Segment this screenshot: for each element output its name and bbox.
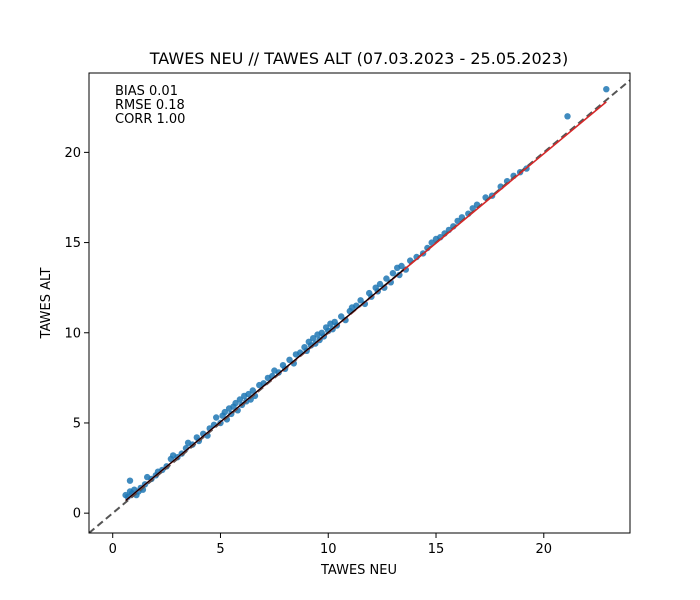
data-point-64 (310, 335, 317, 342)
data-point-3 (126, 477, 134, 484)
stat-bias: BIAS 0.01 (115, 84, 178, 99)
x-tick-label: 15 (428, 542, 445, 557)
x-axis-label: TAWES NEU (320, 563, 397, 578)
data-point-87 (376, 280, 384, 288)
data-point-56 (286, 356, 293, 363)
stat-rmse: RMSE 0.18 (115, 98, 185, 113)
data-point-89 (383, 275, 390, 282)
x-tick-label: 10 (320, 542, 337, 557)
data-point-109 (469, 205, 476, 212)
stat-corr: CORR 1.00 (115, 112, 185, 127)
data-point-44 (245, 390, 252, 398)
data-point-118 (564, 113, 571, 120)
plot-frame (88, 72, 631, 534)
data-point-33 (221, 408, 228, 416)
data-point-40 (236, 396, 244, 403)
stats-box: BIAS 0.01 RMSE 0.18 CORR 1.00 (115, 84, 185, 127)
data-point-1 (124, 493, 131, 501)
x-tick-label: 0 (109, 542, 117, 557)
data-point-90 (387, 279, 394, 286)
data-point-46 (249, 387, 256, 394)
x-tick-label: 5 (216, 542, 224, 557)
data-point-88 (381, 284, 388, 291)
y-tick-label: 20 (64, 146, 81, 161)
x-tick-label: 20 (536, 542, 553, 557)
y-tick-label: 10 (64, 326, 81, 341)
data-point-76 (338, 313, 345, 320)
data-point-94 (398, 262, 405, 270)
axis-ticks: 0 5 10 15 20 0 5 10 15 20 (64, 146, 552, 557)
data-point-81 (357, 297, 364, 304)
data-point-100 (428, 239, 435, 246)
data-point-38 (232, 399, 239, 407)
data-point-91 (389, 270, 397, 277)
trend-line (125, 269, 405, 501)
data-point-106 (454, 217, 461, 225)
y-tick-label: 15 (64, 236, 81, 251)
data-point-30 (213, 414, 220, 421)
chart-title: TAWES NEU // TAWES ALT (07.03.2023 - 25.… (149, 49, 568, 68)
y-tick-label: 5 (73, 416, 81, 431)
data-point-93 (396, 271, 403, 279)
y-axis-label: TAWES ALT (39, 268, 54, 340)
y-tick-label: 0 (73, 507, 81, 522)
data-point-119 (603, 86, 610, 93)
